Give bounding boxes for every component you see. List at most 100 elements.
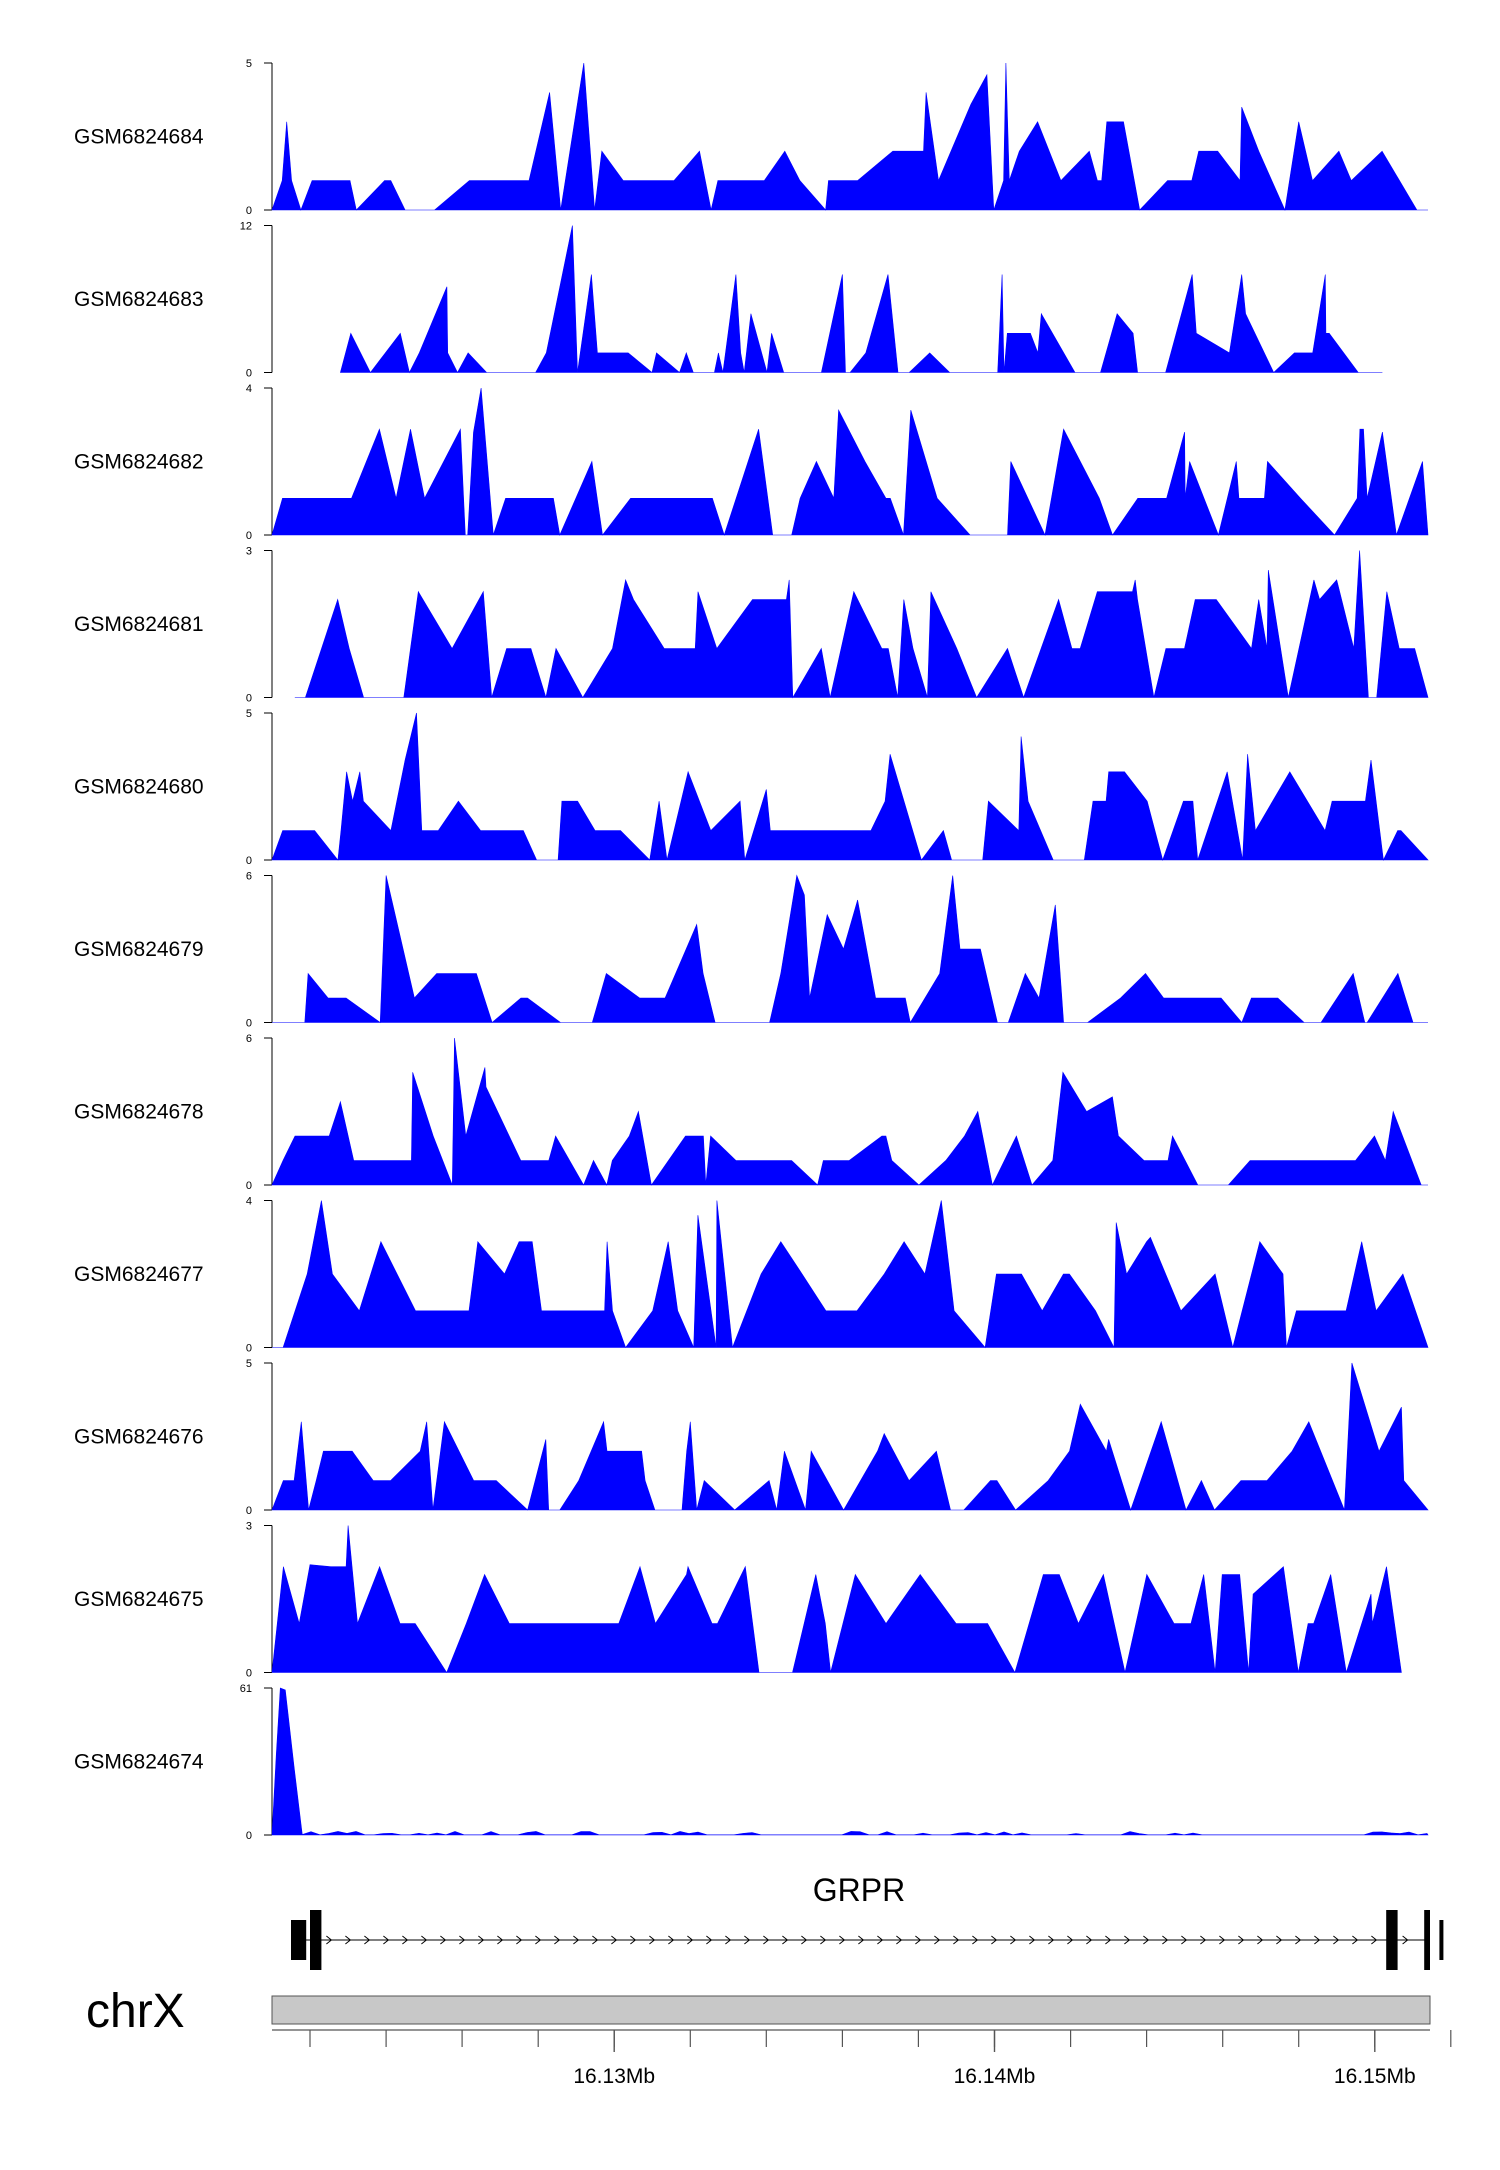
strand-arrow [1162,1935,1169,1945]
y-tick-label-max: 6 [246,1033,252,1045]
strand-arrow [1200,1935,1207,1945]
track-label: GSM6824675 [74,1588,204,1611]
y-tick-label-min: 0 [246,855,252,867]
coverage-track: GSM6824678 6 0 [74,1033,1428,1192]
strand-arrow [953,1935,960,1945]
y-tick-label-min: 0 [246,1668,252,1680]
genome-axis-track: chrX 16.13Mb 16.14Mb 16.15Mb [86,1985,1452,2088]
coverage-area [340,225,1383,374]
strand-arrow [1219,1935,1226,1945]
strand-arrow [1314,1935,1321,1945]
strand-arrow [1352,1935,1359,1945]
strand-arrow [1257,1935,1264,1945]
strand-arrow [877,1935,884,1945]
strand-arrow [459,1935,466,1945]
strand-arrow [364,1935,371,1945]
coverage-track: GSM6824683 12 0 [74,221,1383,380]
y-tick-label-max: 3 [246,1521,252,1533]
coverage-area [294,550,1429,699]
strand-arrow [1010,1935,1017,1945]
track-label: GSM6824683 [74,288,204,311]
strand-arrow [573,1935,580,1945]
gene-label: GRPR [813,1872,905,1908]
y-tick-label-min: 0 [246,1830,252,1842]
strand-arrow [1276,1935,1283,1945]
exon [1424,1910,1430,1970]
strand-arrow [535,1935,542,1945]
strand-arrow [668,1935,675,1945]
coverage-area [271,1525,1402,1674]
y-tick-label-min: 0 [246,1180,252,1192]
track-label: GSM6824680 [74,776,204,799]
strand-arrow [1124,1935,1131,1945]
y-tick-label-min: 0 [246,1343,252,1355]
track-label: GSM6824676 [74,1426,204,1449]
x-tick-label: 16.15Mb [1334,2065,1416,2088]
chromosome-label: chrX [86,1985,185,2038]
strand-arrow [383,1935,390,1945]
coverage-area [271,1687,1429,1836]
coverage-track: GSM6824674 61 0 [74,1683,1429,1842]
y-tick-label-max: 4 [246,383,252,395]
strand-arrow [991,1935,998,1945]
strand-arrow [896,1935,903,1945]
y-tick-label-min: 0 [246,205,252,217]
y-tick-label-max: 3 [246,546,252,558]
track-label: GSM6824678 [74,1101,204,1124]
strand-arrow [1105,1935,1112,1945]
y-tick-label-max: 6 [246,871,252,883]
strand-arrow [1029,1935,1036,1945]
coverage-track: GSM6824681 3 0 [74,546,1429,705]
coverage-track: GSM6824677 4 0 [74,1196,1429,1355]
y-tick-label-min: 0 [246,1505,252,1517]
coverage-area [271,1362,1429,1511]
coverage-area [271,712,1429,862]
strand-arrow [801,1935,808,1945]
coverage-tracks: GSM682468450GSM6824683120GSM682468240GSM… [74,58,1429,1842]
strand-arrow [725,1935,732,1945]
strand-arrow [592,1935,599,1945]
track-label: GSM6824679 [74,938,204,961]
y-tick-label-min: 0 [246,530,252,542]
coverage-track: GSM6824679 6 0 [74,871,1428,1030]
strand-arrow [1048,1935,1055,1945]
coverage-track: GSM6824676 5 0 [74,1358,1429,1517]
chromosome-band [271,1995,1431,2025]
track-label: GSM6824684 [74,126,204,149]
exon [291,1920,307,1960]
y-tick-label-min: 0 [246,368,252,380]
track-label: GSM6824682 [74,451,204,474]
strand-arrow [1333,1935,1340,1945]
strand-arrow [1402,1935,1409,1945]
y-tick-label-max: 12 [240,221,252,233]
strand-arrow [611,1935,618,1945]
strand-arrow [402,1935,409,1945]
coverage-track: GSM6824684 5 0 [74,58,1428,217]
y-tick-label-min: 0 [246,693,252,705]
strand-arrow [421,1935,428,1945]
strand-arrow [1371,1935,1378,1945]
exon [310,1910,322,1970]
exon [1386,1910,1398,1970]
y-tick-label-max: 5 [246,58,252,70]
strand-arrow [554,1935,561,1945]
strand-arrow [934,1935,941,1945]
strand-arrow [687,1935,694,1945]
strand-arrow [782,1935,789,1945]
track-label: GSM6824677 [74,1263,204,1286]
coverage-track: GSM6824675 3 0 [74,1521,1402,1680]
coverage-area [272,874,1428,1024]
y-tick-label-min: 0 [246,1018,252,1030]
strand-arrow [1067,1935,1074,1945]
y-tick-label-max: 4 [246,1196,252,1208]
y-tick-label-max: 5 [246,1358,252,1370]
strand-arrow [915,1935,922,1945]
y-tick-label-max: 61 [240,1683,252,1695]
strand-arrow [972,1935,979,1945]
track-label: GSM6824681 [74,613,204,636]
y-tick-label-max: 5 [246,708,252,720]
strand-arrow [516,1935,523,1945]
coverage-area [272,1200,1429,1349]
strand-arrow [478,1935,485,1945]
